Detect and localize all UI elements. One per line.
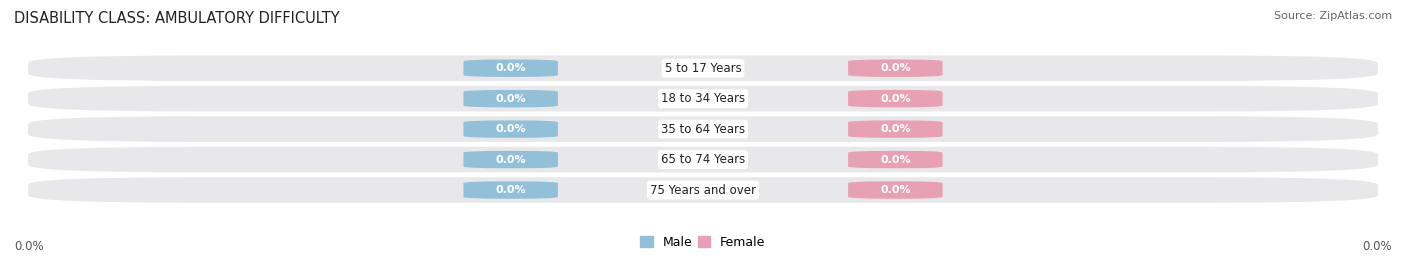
Text: 0.0%: 0.0%	[880, 94, 911, 104]
Text: 0.0%: 0.0%	[880, 124, 911, 134]
Text: 75 Years and over: 75 Years and over	[650, 183, 756, 197]
FancyBboxPatch shape	[464, 181, 558, 199]
Text: 0.0%: 0.0%	[14, 240, 44, 253]
Text: 35 to 64 Years: 35 to 64 Years	[661, 123, 745, 136]
FancyBboxPatch shape	[464, 151, 558, 168]
Text: 0.0%: 0.0%	[880, 185, 911, 195]
FancyBboxPatch shape	[848, 181, 942, 199]
FancyBboxPatch shape	[848, 90, 942, 107]
FancyBboxPatch shape	[28, 55, 1378, 81]
Text: 0.0%: 0.0%	[495, 63, 526, 73]
Text: 0.0%: 0.0%	[1362, 240, 1392, 253]
Text: 65 to 74 Years: 65 to 74 Years	[661, 153, 745, 166]
FancyBboxPatch shape	[848, 59, 942, 77]
FancyBboxPatch shape	[464, 59, 558, 77]
Text: 0.0%: 0.0%	[495, 185, 526, 195]
Text: 0.0%: 0.0%	[880, 63, 911, 73]
Text: 5 to 17 Years: 5 to 17 Years	[665, 62, 741, 75]
FancyBboxPatch shape	[28, 147, 1378, 172]
FancyBboxPatch shape	[28, 116, 1378, 142]
Text: 0.0%: 0.0%	[880, 155, 911, 165]
FancyBboxPatch shape	[28, 177, 1378, 203]
Text: Source: ZipAtlas.com: Source: ZipAtlas.com	[1274, 11, 1392, 21]
FancyBboxPatch shape	[464, 90, 558, 107]
Text: 0.0%: 0.0%	[495, 124, 526, 134]
Text: DISABILITY CLASS: AMBULATORY DIFFICULTY: DISABILITY CLASS: AMBULATORY DIFFICULTY	[14, 11, 340, 26]
Text: 18 to 34 Years: 18 to 34 Years	[661, 92, 745, 105]
FancyBboxPatch shape	[848, 151, 942, 168]
Legend: Male, Female: Male, Female	[641, 236, 765, 249]
FancyBboxPatch shape	[464, 121, 558, 138]
FancyBboxPatch shape	[848, 121, 942, 138]
Text: 0.0%: 0.0%	[495, 94, 526, 104]
Text: 0.0%: 0.0%	[495, 155, 526, 165]
FancyBboxPatch shape	[28, 86, 1378, 111]
